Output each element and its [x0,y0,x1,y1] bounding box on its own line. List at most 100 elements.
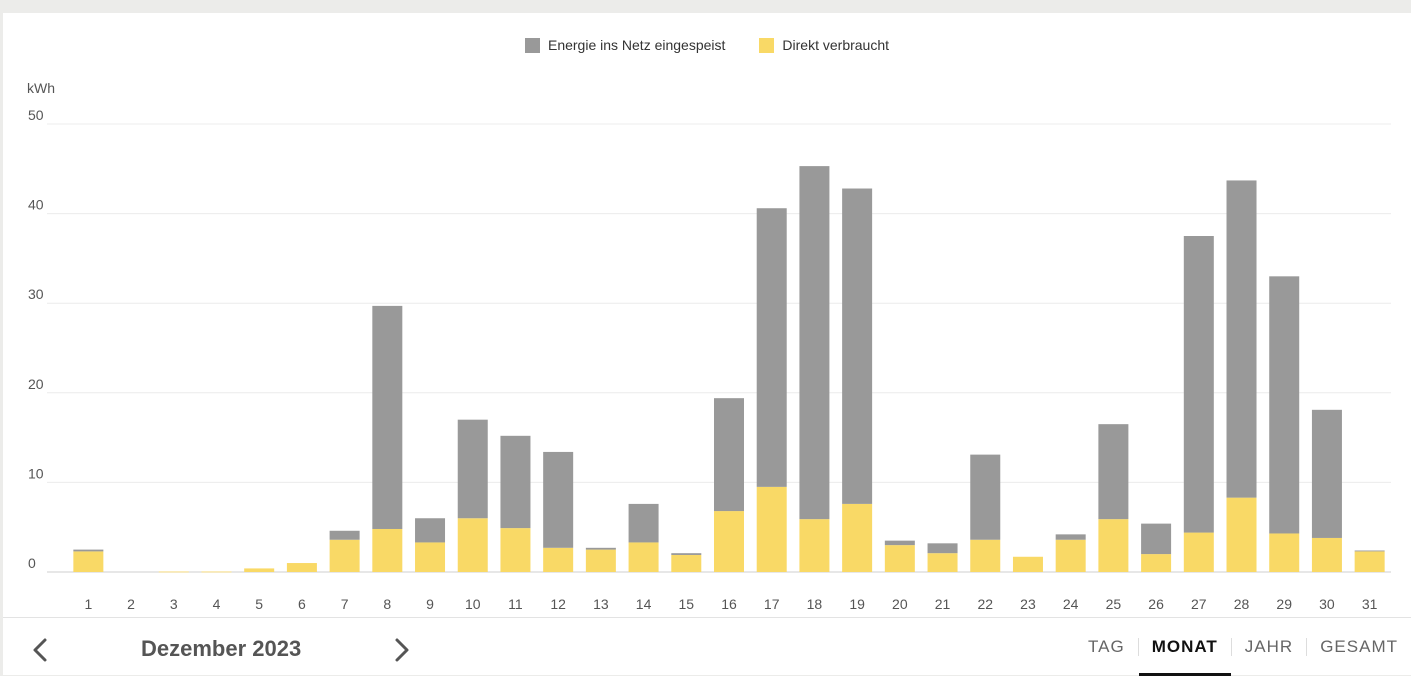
legend-label-grid-feed: Energie ins Netz eingespeist [547,37,726,53]
bar-grid-feed[interactable] [1055,534,1086,540]
bar-grid-feed[interactable] [756,208,787,487]
tab-tag[interactable]: TAG [1088,637,1125,656]
y-axis-unit: kWh [27,80,55,96]
chart-bars [73,166,1385,573]
bar-direct-use[interactable] [1012,556,1043,572]
chart-card: Energie ins Netz eingespeist Direkt verb… [3,13,1411,676]
bar-direct-use[interactable] [585,549,616,572]
chart-grid [47,123,1391,573]
bar-direct-use[interactable] [671,554,702,572]
legend-label-direct-use: Direkt verbraucht [782,37,890,53]
bar-direct-use[interactable] [415,542,446,572]
x-tick-label: 8 [383,596,391,612]
y-axis: 0 10 20 30 40 50 kWh [27,80,55,571]
bar-grid-feed[interactable] [842,188,873,504]
x-tick-label: 15 [679,596,695,612]
x-axis: 1 2 3 4 5 6 7 8 9 10 11 12 13 14 15 16 17 18 19 20 21 22 23 24 2… [84,596,1377,612]
bar-direct-use[interactable] [714,511,744,572]
bar-direct-use[interactable] [1055,539,1086,572]
bar-direct-use[interactable] [884,545,915,572]
bar-grid-feed[interactable] [1226,180,1257,498]
y-tick-label: 40 [28,197,44,213]
bar-grid-feed[interactable] [628,503,659,543]
tab-divider [1230,638,1232,656]
x-tick-label: 19 [849,596,865,612]
bar-direct-use[interactable] [1183,532,1214,572]
x-tick-label: 1 [84,596,92,612]
bar-grid-feed[interactable] [372,305,403,529]
tab-divider [1137,638,1139,656]
bar-direct-use[interactable] [1269,533,1300,572]
bar-direct-use[interactable] [201,571,232,573]
x-tick-label: 22 [977,596,993,612]
bar-grid-feed[interactable] [970,454,1001,540]
bar-direct-use[interactable] [1226,497,1257,572]
legend-swatch-direct-use [759,37,775,53]
bar-grid-feed[interactable] [927,543,958,554]
bar-direct-use[interactable] [1141,554,1172,572]
x-tick-label: 20 [892,596,908,612]
bar-grid-feed[interactable] [1311,409,1342,538]
bar-grid-feed[interactable] [1098,424,1129,520]
x-tick-label: 11 [508,596,523,612]
chevron-right-icon [395,638,409,662]
bar-grid-feed[interactable] [799,166,830,520]
y-tick-label: 50 [28,107,44,123]
bar-direct-use[interactable] [244,568,275,572]
bar-direct-use[interactable] [970,539,1001,572]
bar-direct-use[interactable] [457,518,488,572]
bar-direct-use[interactable] [158,571,189,573]
bar-grid-feed[interactable] [671,553,702,555]
bar-direct-use[interactable] [842,503,873,572]
bar-direct-use[interactable] [1311,537,1342,572]
bar-grid-feed[interactable] [415,518,446,543]
x-tick-label: 7 [341,596,349,612]
bar-direct-use[interactable] [927,553,958,572]
tab-divider [1306,638,1308,656]
bar-direct-use[interactable] [628,542,659,572]
bar-direct-use[interactable] [73,551,104,572]
x-tick-label: 29 [1276,596,1292,612]
bar-direct-use[interactable] [500,528,531,572]
x-tick-label: 14 [636,596,652,612]
next-period-button[interactable] [389,636,413,664]
bar-grid-feed[interactable] [73,549,104,552]
bar-grid-feed[interactable] [884,540,915,546]
legend-item-grid-feed[interactable]: Energie ins Netz eingespeist [524,37,726,53]
y-tick-label: 30 [28,286,44,302]
x-tick-label: 25 [1106,596,1122,612]
bar-grid-feed[interactable] [329,530,360,540]
bar-grid-feed[interactable] [714,398,744,512]
bar-direct-use[interactable] [799,519,830,572]
bar-direct-use[interactable] [372,528,403,572]
tab-gesamt[interactable]: GESAMT [1320,637,1398,656]
period-tabs: TAG MONAT JAHR GESAMT [1075,618,1411,676]
bar-direct-use[interactable] [286,563,317,572]
bar-grid-feed[interactable] [543,451,574,548]
bar-direct-use[interactable] [1098,519,1129,572]
bar-direct-use[interactable] [329,539,360,572]
tab-jahr[interactable]: JAHR [1244,637,1294,656]
bar-direct-use[interactable] [1354,551,1385,572]
prev-period-button[interactable] [29,636,53,664]
bar-grid-feed[interactable] [585,547,616,550]
bar-grid-feed[interactable] [1269,276,1300,534]
period-label: Dezember 2023 [141,636,302,661]
bar-grid-feed[interactable] [1141,523,1172,555]
x-tick-label: 26 [1148,596,1164,612]
legend-swatch-grid-feed [524,37,540,53]
x-tick-label: 18 [807,596,823,612]
legend-item-direct-use[interactable]: Direkt verbraucht [759,37,889,53]
bar-grid-feed[interactable] [500,435,531,529]
tab-monat[interactable]: MONAT [1138,618,1231,676]
y-tick-label: 10 [28,465,44,481]
y-tick-label: 0 [28,555,36,571]
chevron-left-icon [33,638,47,662]
bar-grid-feed[interactable] [457,419,488,519]
bar-direct-use[interactable] [543,547,574,572]
bar-grid-feed[interactable] [1354,550,1385,552]
bar-direct-use[interactable] [756,486,787,572]
x-tick-label: 5 [255,596,263,612]
bar-grid-feed[interactable] [1183,236,1214,533]
